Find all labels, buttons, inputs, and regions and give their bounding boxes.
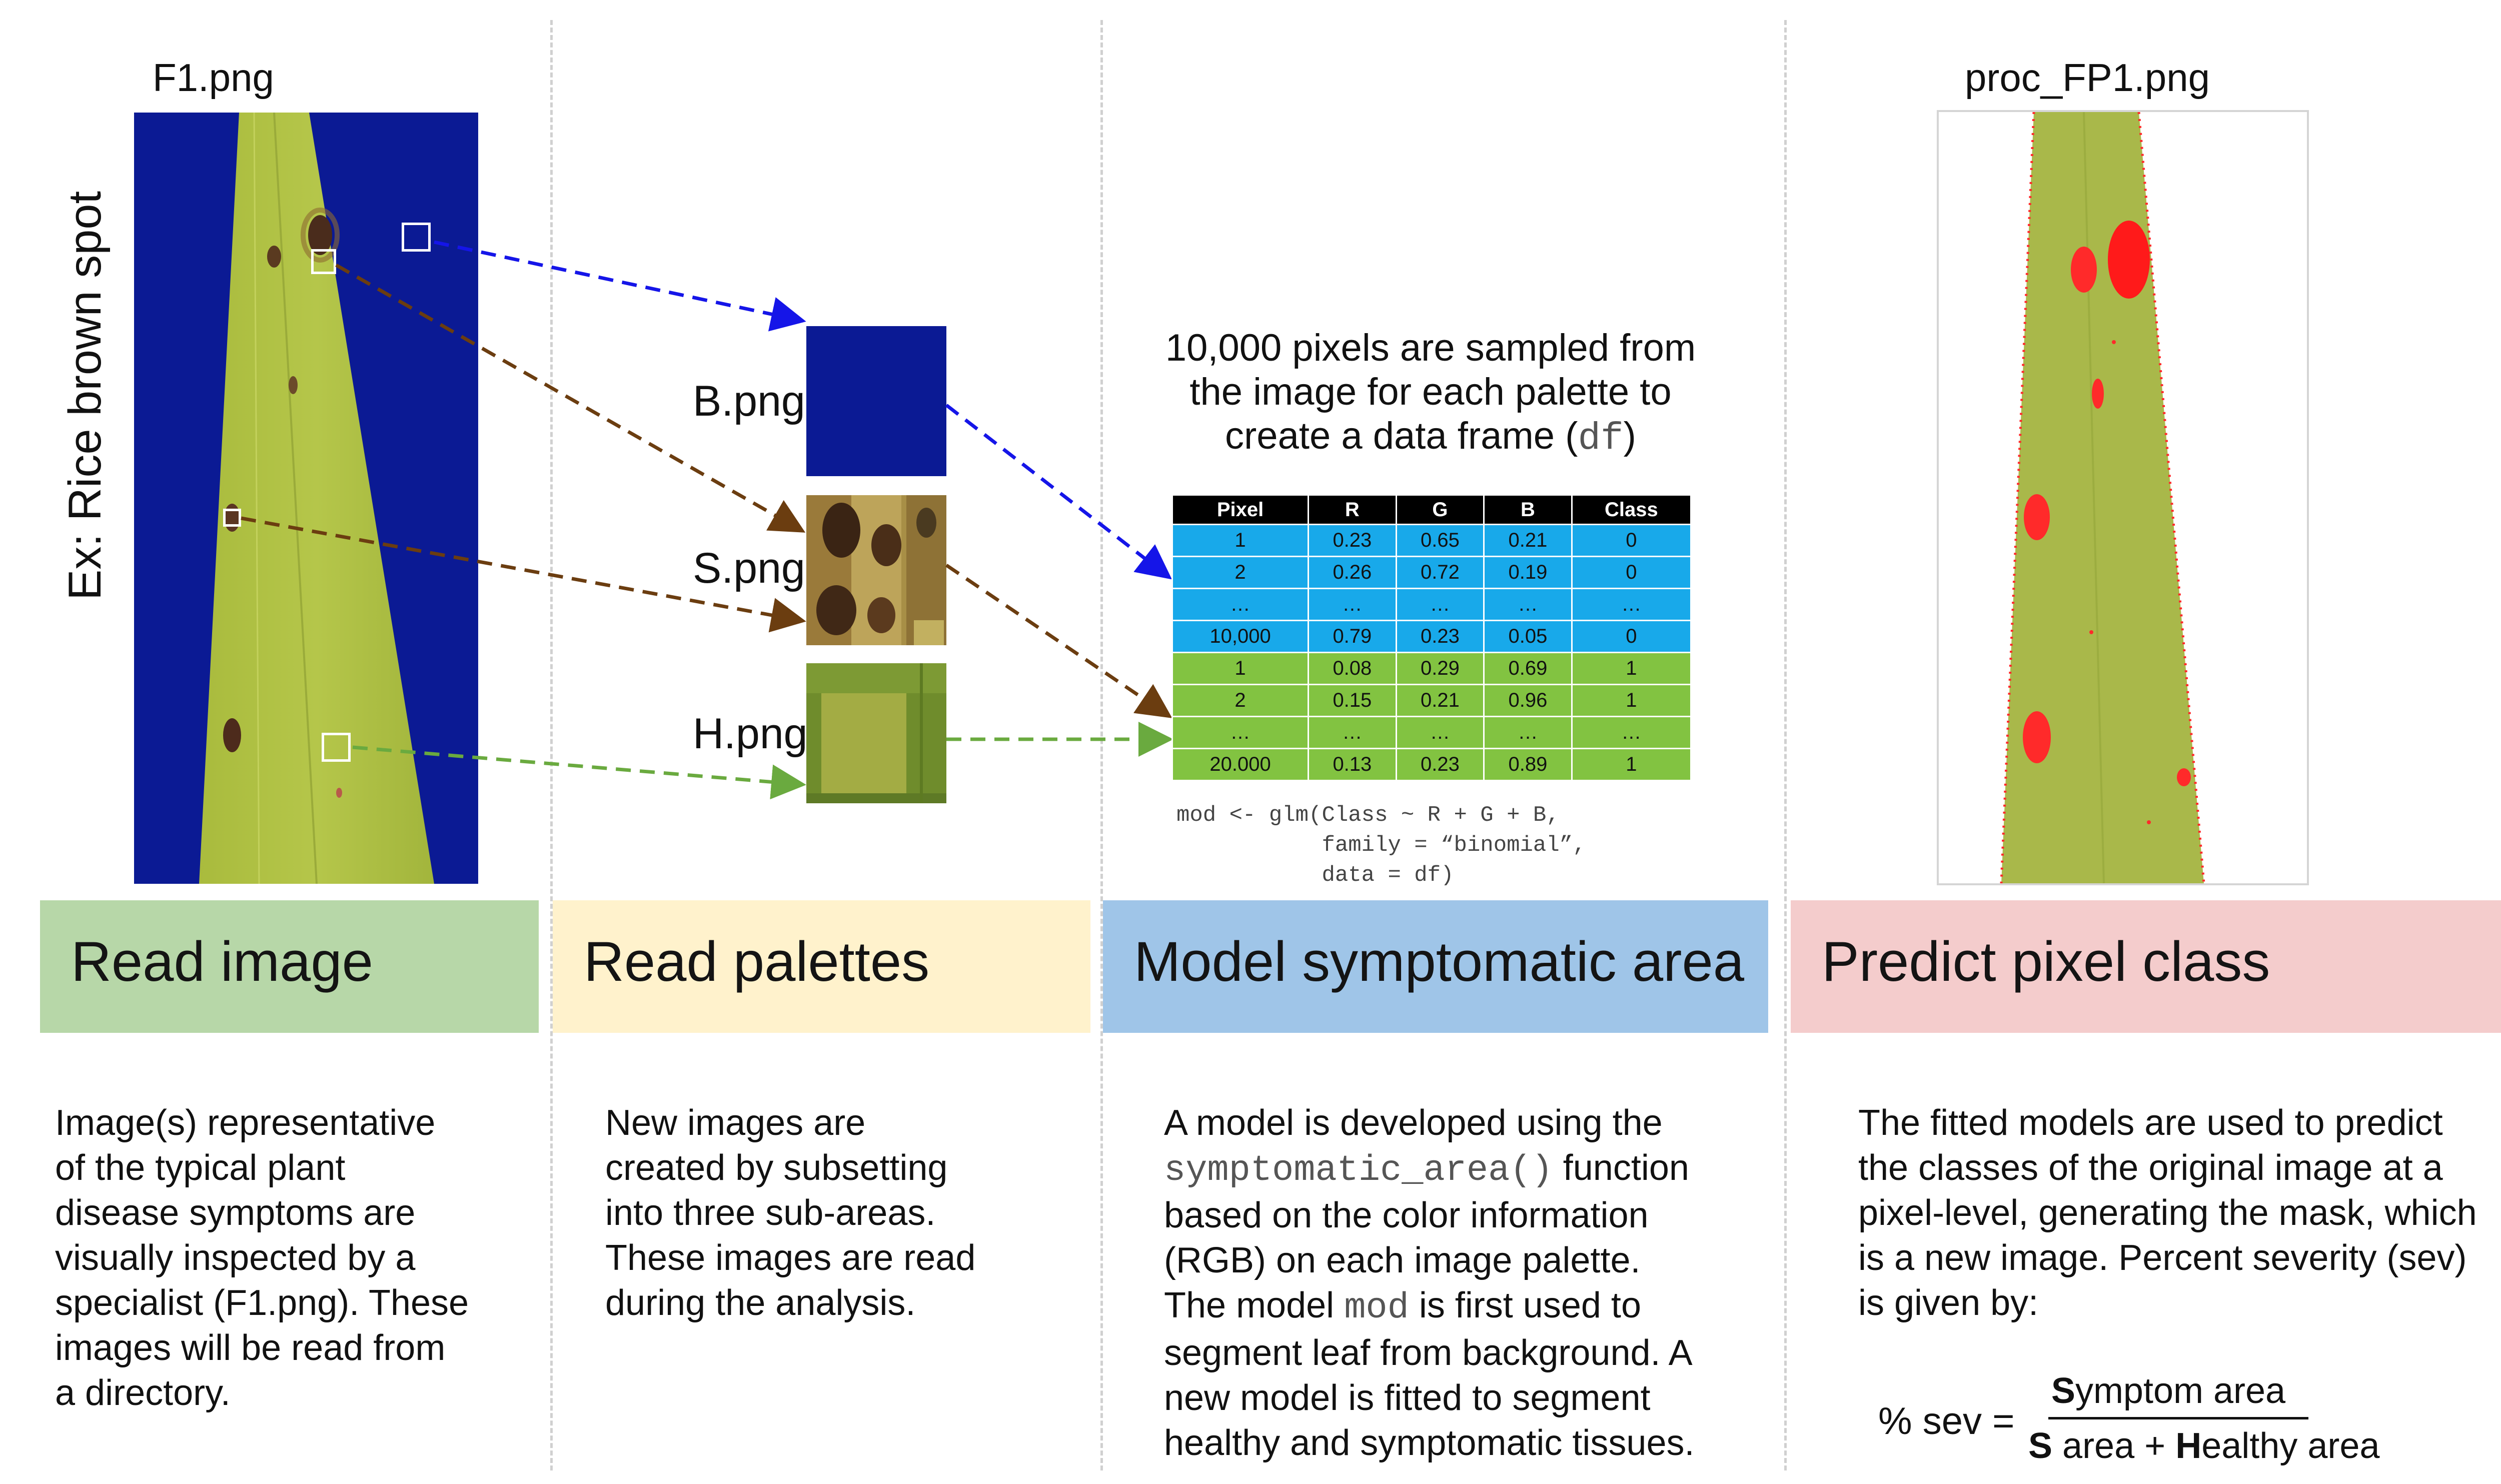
table-row: ……………	[1171, 588, 1692, 621]
formula-fraction-bar	[2048, 1417, 2308, 1419]
table-header-cell: R	[1308, 494, 1397, 525]
band-title-model-symptomatic-area: Model symptomatic area	[1134, 930, 1745, 993]
band-model-symptomatic-area: Model symptomatic area	[1103, 900, 1768, 1033]
selection-box-symptom	[311, 249, 336, 274]
function-code: symptomatic_area()	[1164, 1150, 1553, 1191]
selection-box-background	[402, 223, 431, 252]
palette-healthy-image	[806, 663, 946, 803]
sampling-line-1: 10,000 pixels are sampled from	[1165, 327, 1696, 369]
arrow-healthy-to-palette	[352, 745, 806, 800]
column-divider-1	[550, 20, 553, 1470]
code-line-1: mod <- glm(Class ~ R + G + B,	[1176, 803, 1560, 828]
palette-label-symptom: S.png	[693, 544, 805, 592]
formula-numerator: Symptom area	[2051, 1371, 2286, 1411]
mod-code: mod	[1344, 1287, 1409, 1328]
table-header-cell: G	[1395, 494, 1485, 525]
formula-denominator: S area + Healthy area	[2028, 1426, 2380, 1466]
rice-leaf-image	[134, 112, 478, 884]
glm-code-block: mod <- glm(Class ~ R + G + B, family = “…	[1176, 800, 1586, 890]
arrow-background-to-palette	[434, 240, 806, 332]
sampling-line-2: the image for each palette to	[1189, 371, 1672, 413]
sampling-line-3: create a data frame (df)	[1225, 415, 1636, 460]
code-line-2: family = “binomial”,	[1176, 833, 1586, 858]
arrow-palette-background-to-table	[945, 404, 1172, 580]
table-header-cell: B	[1483, 494, 1573, 525]
source-image	[134, 112, 478, 884]
description-read-palettes: New images are created by subsetting int…	[605, 1103, 976, 1323]
column-divider-2	[1100, 20, 1103, 1470]
selection-box-healthy	[322, 733, 351, 762]
code-line-3: data = df)	[1176, 863, 1454, 888]
description-predict-pixel-class: The fitted models are used to predict th…	[1858, 1103, 2477, 1323]
table-row: 10,000 0.79 0.23 0.05 0	[1171, 620, 1692, 653]
band-title-predict-pixel-class: Predict pixel class	[1822, 930, 2270, 993]
column-divider-3	[1784, 20, 1787, 1470]
table-row: ……………	[1171, 716, 1692, 749]
description-read-image: Image(s) representative of the typical p…	[55, 1103, 469, 1413]
arrow-symptom-to-palette	[335, 263, 806, 533]
palette-label-healthy: H.png	[693, 710, 808, 758]
arrow-symptom-small-to-palette	[241, 516, 806, 633]
formula-lhs: % sev =	[1878, 1400, 2015, 1442]
band-title-read-image: Read image	[71, 930, 373, 993]
predicted-mask-image	[2000, 112, 2205, 884]
df-code: df	[1578, 417, 1624, 460]
band-read-image: Read image	[40, 900, 539, 1033]
processed-image	[1937, 110, 2309, 885]
band-read-palettes: Read palettes	[553, 900, 1090, 1033]
table-row: 2 0.15 0.21 0.96 1	[1171, 684, 1692, 717]
band-title-read-palettes: Read palettes	[584, 930, 930, 993]
table-row: 1 0.23 0.65 0.21 0	[1171, 524, 1692, 557]
sampling-description: 10,000 pixels are sampled from the image…	[1150, 326, 1711, 461]
selection-box-symptom-small	[223, 509, 241, 527]
description-model-symptomatic-area: A model is developed using the symptomat…	[1164, 1103, 1695, 1463]
processed-image-filename: proc_FP1.png	[1965, 56, 2210, 100]
table-row: 1 0.08 0.29 0.69 1	[1171, 652, 1692, 685]
palette-background-image	[806, 326, 946, 476]
table-row: 2 0.26 0.72 0.19 0	[1171, 556, 1692, 589]
table-row: 20.000 0.13 0.23 0.89 1	[1171, 748, 1692, 781]
arrow-palette-symptom-to-table	[945, 564, 1172, 718]
table-header-row: Pixel R G B Class	[1171, 494, 1692, 525]
palette-label-background: B.png	[693, 377, 805, 425]
severity-formula: % sev = Symptom area S area + Healthy ar…	[1878, 1370, 2438, 1475]
source-image-filename: F1.png	[153, 56, 274, 100]
table-header-cell: Pixel	[1171, 494, 1310, 525]
band-predict-pixel-class: Predict pixel class	[1791, 900, 2501, 1033]
palette-symptom-image	[806, 495, 946, 645]
pixel-data-frame-table: Pixel R G B Class 1 0.23 0.65 0.21 0 2 0.26 0.…	[1171, 494, 1692, 781]
table-header-cell: Class	[1571, 494, 1692, 525]
